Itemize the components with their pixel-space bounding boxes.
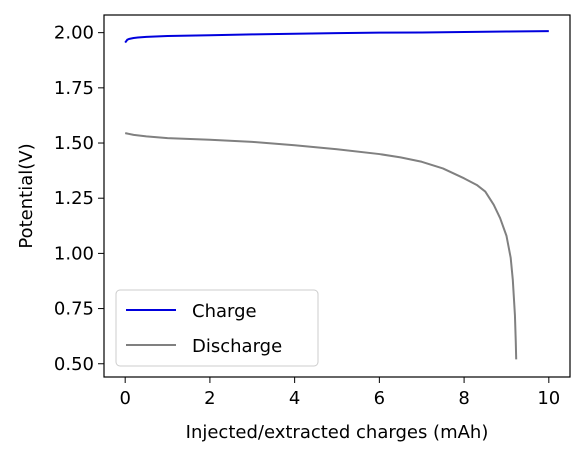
x-tick-label: 4 bbox=[289, 388, 300, 409]
series-line-charge bbox=[124, 30, 549, 44]
x-axis-label: Injected/extracted charges (mAh) bbox=[186, 422, 489, 443]
legend-label-discharge: Discharge bbox=[192, 336, 282, 357]
legend: Charge Discharge bbox=[115, 289, 319, 367]
x-axis: 0 2 4 6 8 10 bbox=[119, 377, 560, 409]
x-tick-label: 6 bbox=[374, 388, 385, 409]
series-line-discharge bbox=[124, 132, 518, 360]
y-tick-label: 1.50 bbox=[54, 133, 94, 154]
x-tick-label: 10 bbox=[537, 388, 560, 409]
legend-label-charge: Charge bbox=[192, 301, 257, 322]
series-layer bbox=[124, 30, 549, 360]
y-tick-label: 2.00 bbox=[54, 23, 94, 44]
y-axis-label: Potential(V) bbox=[16, 143, 37, 248]
x-tick-label: 0 bbox=[119, 388, 130, 409]
y-tick-label: 0.50 bbox=[54, 354, 94, 375]
y-tick-label: 1.00 bbox=[54, 243, 94, 264]
y-tick-label: 1.75 bbox=[54, 78, 94, 99]
plot-frame bbox=[103, 14, 571, 378]
y-tick-label: 1.25 bbox=[54, 188, 94, 209]
y-tick-label: 0.75 bbox=[54, 299, 94, 320]
x-tick-label: 2 bbox=[204, 388, 215, 409]
x-tick-label: 8 bbox=[458, 388, 469, 409]
y-axis: 0.50 0.75 1.00 1.25 1.50 1.75 2.00 bbox=[54, 23, 104, 375]
